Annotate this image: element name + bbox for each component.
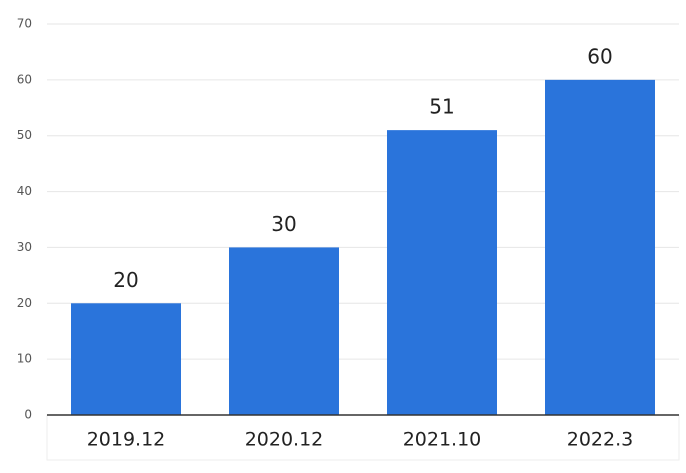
y-tick-label: 50: [17, 128, 32, 142]
y-tick-label: 40: [17, 184, 32, 198]
y-tick-label: 20: [17, 296, 32, 310]
data-label: 60: [587, 44, 612, 68]
x-tick-label: 2022.3: [567, 429, 633, 451]
bar: [387, 130, 497, 415]
x-tick-label: 2019.12: [87, 429, 166, 451]
x-tick-label: 2020.12: [245, 429, 324, 451]
y-tick-label: 30: [17, 240, 32, 254]
data-label: 30: [271, 212, 296, 236]
x-tick-label: 2021.10: [403, 429, 482, 451]
bar: [71, 303, 181, 415]
y-tick-label: 70: [17, 17, 32, 31]
category-box: [46, 414, 680, 461]
bar: [229, 247, 339, 415]
y-tick-label: 60: [17, 72, 32, 86]
y-tick-label: 10: [17, 352, 32, 366]
data-label: 51: [429, 95, 454, 119]
bar: [545, 79, 655, 415]
data-label: 20: [113, 268, 138, 292]
y-tick-label: 0: [24, 408, 32, 422]
